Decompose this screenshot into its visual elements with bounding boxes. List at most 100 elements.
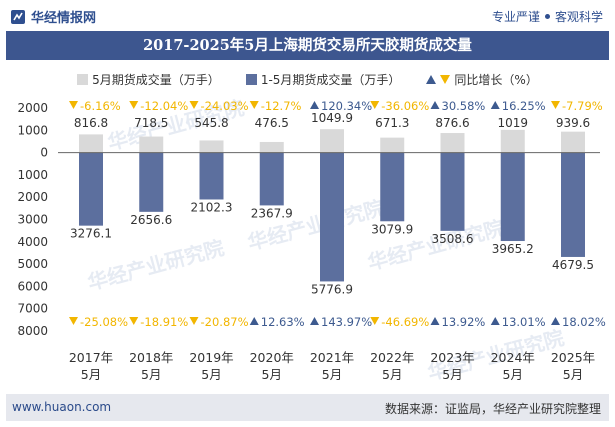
x-tick-label: 5月 [201,367,221,382]
watermark-text: 华经产业研究院 [85,235,226,294]
y-tick-label: 5000 [17,257,48,271]
x-tick-label: 5月 [442,367,462,382]
x-tick-label: 5月 [503,367,523,382]
value-label-monthly: 816.8 [74,116,108,130]
bar-cumulative [79,152,103,226]
legend-monthly: 5月期货成交量（万手） [77,71,220,88]
bar-monthly [79,134,103,153]
x-tick-label: 2025年 [551,350,595,365]
cumulative-growth-triangle-up-icon [310,317,319,325]
cumulative-growth-triangle-down-icon [189,317,199,325]
cumulative-growth-label: 13.92% [442,315,486,329]
legend-cumulative-label: 1-5月期货成交量（万手） [260,73,401,87]
value-label-cumulative: 3965.2 [492,242,534,256]
top-bar: 华经情报网 专业严谨 客观科学 [0,0,615,30]
monthly-growth-label: -36.06% [381,99,429,113]
bar-monthly [199,140,224,153]
brand-logo-icon [11,9,25,24]
x-tick-label: 5月 [141,367,161,382]
cumulative-growth-triangle-down-icon [69,317,78,325]
monthly-growth-label: -12.7% [261,99,302,113]
bar-monthly [440,133,465,153]
monthly-growth-label: -12.04% [140,99,188,113]
x-tick-label: 2020年 [250,350,294,365]
cumulative-growth-label: -20.87% [201,315,249,329]
bullet-icon [544,14,550,19]
legend-growth-label: 同比增长（%） [454,73,538,87]
data-source: 数据来源：证监局，华经产业研究院整理 [384,402,601,416]
monthly-growth-triangle-down-icon [551,101,560,109]
value-label-cumulative: 5776.9 [311,282,353,296]
legend-monthly-swatch [77,74,89,85]
value-label-cumulative: 3508.6 [432,232,474,246]
bar-cumulative [561,152,585,257]
y-tick-label: 6000 [17,279,48,293]
cumulative-growth-label: 18.02% [562,315,606,329]
x-tick-label: 2021年 [310,350,354,365]
x-tick-label: 2023年 [430,350,474,365]
x-tick-label: 5月 [322,367,342,382]
value-label-monthly: 545.8 [194,116,228,130]
triangle-up-icon [426,75,437,84]
value-label-monthly: 671.3 [375,116,409,130]
value-label-cumulative: 3276.1 [70,227,112,241]
bar-monthly [561,131,585,153]
brand[interactable]: 华经情报网 [10,7,96,26]
value-label-cumulative: 2367.9 [251,206,293,220]
cumulative-growth-triangle-up-icon [551,317,560,325]
cumulative-growth-triangle-up-icon [490,317,500,325]
cumulative-growth-triangle-down-icon [129,317,139,325]
x-tick-label: 2024年 [491,350,535,365]
legend: 5月期货成交量（万手） 1-5月期货成交量（万手） 同比增长（%） [0,71,615,88]
legend-monthly-label: 5月期货成交量（万手） [92,73,220,87]
slogan: 专业严谨 客观科学 [492,8,603,25]
bar-cumulative [139,152,164,212]
chart-title: 2017-2025年5月上海期货交易所天胶期货成交量 [6,31,609,60]
value-label-cumulative: 2102.3 [191,200,233,214]
y-tick-label: 8000 [17,324,48,338]
value-label-monthly: 1019 [497,116,528,130]
value-label-monthly: 1049.9 [311,111,353,125]
value-label-monthly: 476.5 [255,116,289,130]
x-tick-label: 2017年 [69,350,113,365]
monthly-growth-triangle-up-icon [490,101,500,109]
x-tick-label: 5月 [81,367,101,382]
legend-growth: 同比增长（%） [426,71,538,88]
y-tick-label: 3000 [17,213,48,227]
bar-cumulative [380,152,405,222]
x-tick-label: 2019年 [189,350,233,365]
monthly-growth-triangle-up-icon [430,101,440,109]
legend-cumulative: 1-5月期货成交量（万手） [245,71,401,88]
cumulative-growth-triangle-up-icon [249,317,259,325]
y-tick-label: 0 [40,146,48,160]
x-tick-label: 5月 [563,367,583,382]
y-tick-label: 1000 [17,168,48,182]
bar-monthly [500,129,525,153]
triangle-down-icon [440,75,451,84]
y-tick-label: 2000 [17,190,48,204]
monthly-growth-triangle-down-icon [370,101,380,109]
value-label-monthly: 939.6 [556,116,590,130]
value-label-cumulative: 4679.5 [552,258,594,272]
monthly-growth-label: 30.58% [442,99,486,113]
x-tick-label: 5月 [382,367,402,382]
slogan-2: 客观科学 [554,10,603,24]
value-label-cumulative: 3079.9 [371,222,413,236]
y-tick-label: 4000 [17,235,48,249]
monthly-growth-triangle-down-icon [69,101,78,109]
monthly-growth-triangle-down-icon [249,101,259,109]
website-link[interactable]: www.huaon.com [12,400,112,414]
footer: www.huaon.com 数据来源：证监局，华经产业研究院整理 [6,394,609,421]
x-tick-label: 2018年 [129,350,173,365]
cumulative-growth-label: -46.69% [381,315,429,329]
cumulative-growth-label: 143.97% [321,315,372,329]
x-tick-label: 5月 [262,367,282,382]
y-tick-label: 2000 [17,101,48,115]
y-tick-label: 1000 [17,123,48,137]
x-tick-label: 2022年 [370,350,414,365]
monthly-growth-label: 120.34% [321,99,372,113]
cumulative-growth-label: -25.08% [80,315,128,329]
cumulative-growth-label: 13.01% [502,315,546,329]
cumulative-growth-triangle-down-icon [370,317,380,325]
bar-cumulative [440,152,465,231]
